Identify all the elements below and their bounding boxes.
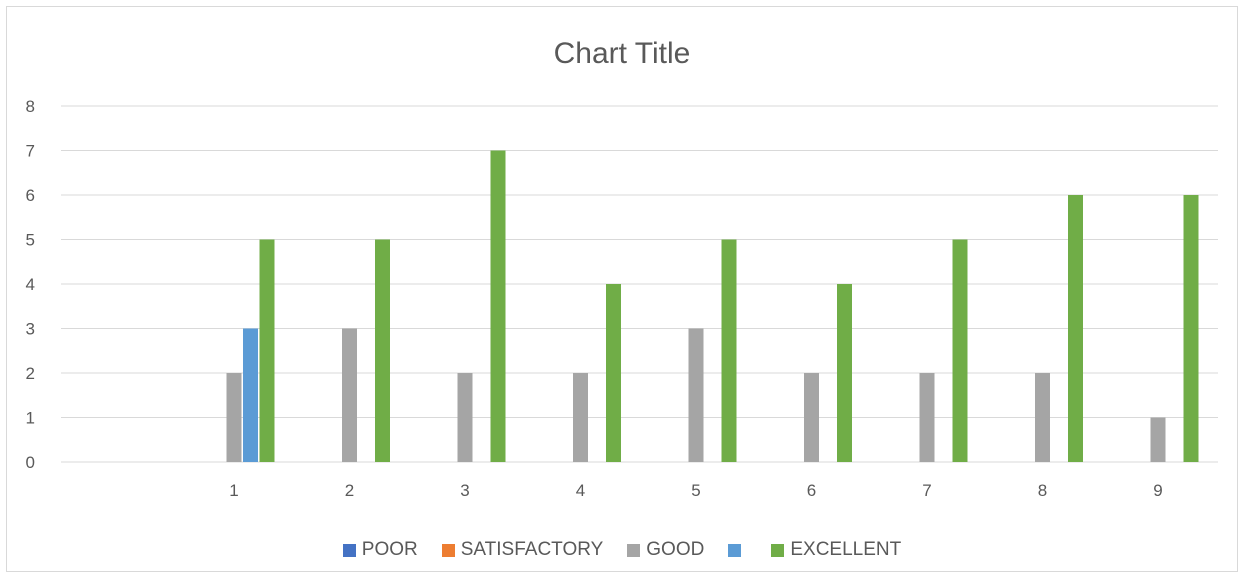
- legend-swatch: [771, 543, 785, 557]
- chart-title: Chart Title: [553, 37, 691, 70]
- y-tick-label: 4: [26, 275, 35, 294]
- y-tick-label: 8: [26, 97, 35, 116]
- bar-good-9: [1150, 417, 1166, 462]
- bar-good-5: [688, 328, 704, 462]
- legend-label: SATISFACTORY: [460, 539, 604, 560]
- chart-frame: Chart Title 0 1 2 3 4 5 6 7 8 1 2 3 4 5 6 7 8 9 POOR SATI…: [6, 6, 1238, 572]
- bar-good-7: [919, 373, 935, 462]
- y-tick-label: 3: [26, 320, 35, 339]
- chart-plot: 0 1 2 3 4 5 6 7 8 1 2 3 4 5 6 7 8 9: [26, 97, 1218, 500]
- y-tick-label: 6: [26, 186, 35, 205]
- x-tick-label: 6: [807, 481, 816, 500]
- bars: [226, 150, 1199, 462]
- bar-excellent-5: [721, 239, 737, 462]
- y-axis-ticks: 0 1 2 3 4 5 6 7 8: [26, 97, 35, 472]
- legend-swatch: [627, 543, 641, 557]
- bar-good-6: [804, 373, 819, 462]
- bar-good-1: [226, 373, 242, 462]
- legend-item: SATISFACTORY: [441, 539, 604, 561]
- x-tick-label: 5: [691, 481, 700, 500]
- y-tick-label: 7: [26, 142, 35, 161]
- bar-excellent-6: [837, 284, 852, 462]
- bar-excellent-7: [952, 239, 968, 462]
- bar-excellent-1: [259, 239, 275, 462]
- legend-item: GOOD: [627, 539, 704, 561]
- legend-item: EXCELLENT: [771, 539, 901, 561]
- legend-label: GOOD: [646, 539, 705, 560]
- x-tick-label: 3: [460, 481, 469, 500]
- legend-item: [728, 543, 747, 557]
- legend-swatch: [342, 543, 356, 557]
- bar-excellent-3: [490, 150, 506, 462]
- bar-excellent-4: [606, 284, 621, 462]
- legend-item: POOR: [342, 539, 418, 561]
- x-tick-label: 7: [922, 481, 931, 500]
- x-tick-label: 4: [576, 481, 585, 500]
- x-tick-label: 9: [1153, 481, 1162, 500]
- bar-excellent-9: [1183, 195, 1199, 462]
- bar-excellent-2: [375, 239, 390, 462]
- x-tick-label: 2: [345, 481, 354, 500]
- y-tick-label: 5: [26, 231, 35, 250]
- legend: POOR SATISFACTORY GOOD EXCELLENT: [7, 539, 1237, 561]
- bar-good-4: [573, 373, 588, 462]
- y-tick-label: 0: [26, 453, 35, 472]
- y-tick-label: 2: [26, 364, 35, 383]
- bar-good-3: [457, 373, 473, 462]
- bar-good-8: [1035, 373, 1050, 462]
- legend-label: EXCELLENT: [790, 539, 902, 560]
- legend-swatch: [441, 543, 455, 557]
- x-tick-label: 8: [1038, 481, 1047, 500]
- x-tick-label: 1: [229, 481, 238, 500]
- bar-unnamed-series-1: [243, 328, 258, 462]
- x-axis-ticks: 1 2 3 4 5 6 7 8 9: [229, 481, 1162, 500]
- legend-label: POOR: [361, 539, 418, 560]
- y-tick-label: 1: [26, 409, 35, 428]
- legend-swatch: [728, 543, 742, 557]
- bar-good-2: [342, 328, 357, 462]
- bar-excellent-8: [1068, 195, 1083, 462]
